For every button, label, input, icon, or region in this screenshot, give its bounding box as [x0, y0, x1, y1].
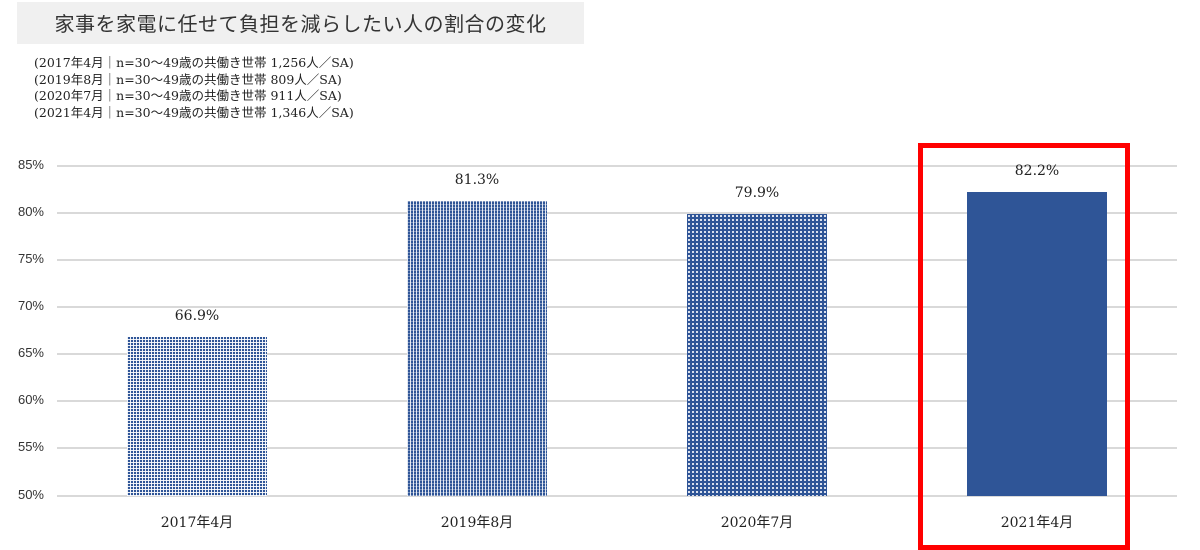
sample-note: (2020年7月｜n=30～49歳の共働き世帯 911人／SA)	[34, 88, 342, 103]
gridline-55	[57, 447, 1177, 449]
gridline-60	[57, 400, 1177, 402]
sample-notes: (2017年4月｜n=30～49歳の共働き世帯 1,256人／SA) (2019…	[34, 55, 354, 121]
gridline-75	[57, 259, 1177, 261]
y-tick-label: 50%	[17, 487, 44, 502]
x-tick-label: 2019年8月	[440, 515, 514, 531]
bar-2019-08	[407, 201, 547, 496]
chart-title: 家事を家電に任せて負担を減らしたい人の割合の変化	[54, 12, 547, 36]
bar-value-label: 81.3%	[454, 172, 500, 188]
bar-value-label: 79.9%	[734, 185, 780, 201]
bar-value-label: 82.2%	[1014, 163, 1060, 179]
gridline-80	[57, 212, 1177, 214]
x-tick-label: 2020年7月	[720, 515, 794, 531]
bar-value-label: 66.9%	[174, 308, 220, 324]
x-tick-label: 2017年4月	[160, 515, 234, 531]
gridline-85	[57, 165, 1177, 167]
y-tick-label: 85%	[17, 157, 44, 172]
chart-title-box: 家事を家電に任せて負担を減らしたい人の割合の変化	[17, 2, 584, 44]
y-tick-label: 60%	[17, 392, 44, 407]
bar-2021-04	[967, 192, 1107, 496]
y-tick-label: 80%	[17, 204, 44, 219]
highlight-box-2021	[918, 143, 1130, 550]
x-tick-label: 2021年4月	[1000, 515, 1074, 531]
bar-2020-07	[687, 214, 827, 496]
sample-note: (2021年4月｜n=30～49歳の共働き世帯 1,346人／SA)	[34, 104, 354, 120]
sample-note: (2017年4月｜n=30～49歳の共働き世帯 1,256人／SA)	[34, 55, 354, 70]
y-tick-label: 55%	[17, 439, 44, 454]
bar-2017-04	[127, 337, 267, 496]
y-tick-label: 75%	[17, 251, 44, 266]
gridline-70	[57, 306, 1177, 308]
gridline-50	[57, 495, 1177, 497]
gridline-65	[57, 353, 1177, 355]
sample-note: (2019年8月｜n=30～49歳の共働き世帯 809人／SA)	[34, 71, 342, 87]
y-tick-label: 70%	[17, 298, 44, 313]
y-tick-label: 65%	[17, 345, 44, 360]
